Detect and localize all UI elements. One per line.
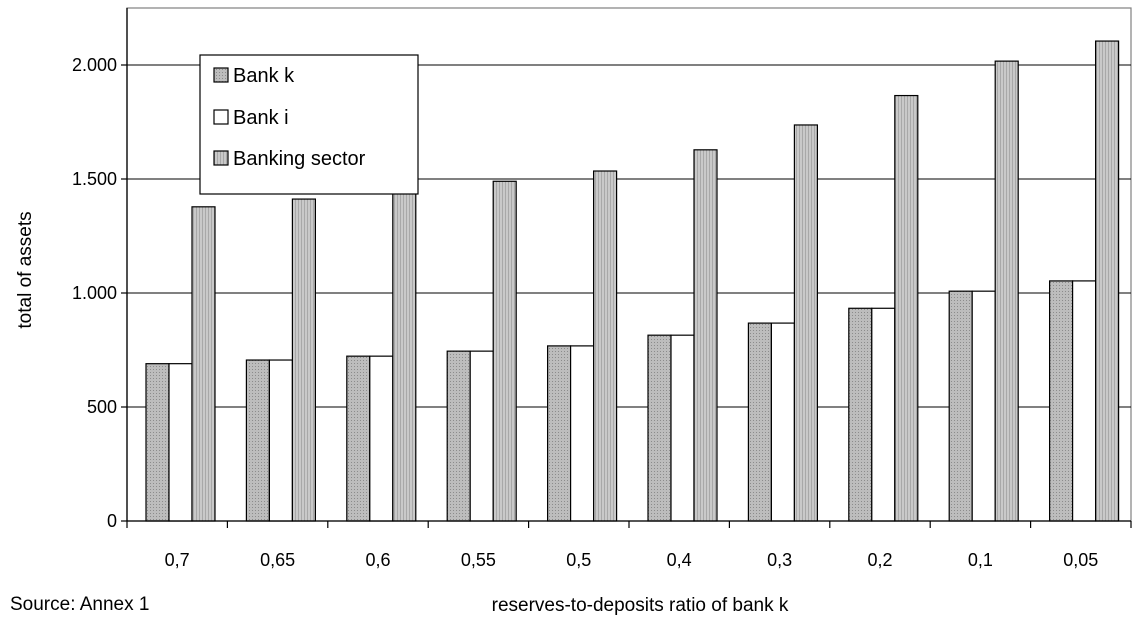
- legend-swatch-bank-i: [213, 109, 229, 125]
- bar-bank-k-8: [948, 290, 973, 522]
- bar-banking-sector-6: [793, 124, 819, 522]
- tick-labels: 0 500 1.000 1.500 2.000 0,7 0,65 0,6 0,55 0,5 0,4 0…: [72, 55, 1098, 570]
- legend: Bank k Bank i Banking sector: [199, 54, 419, 195]
- y-tick-label: 2.000: [72, 55, 117, 75]
- bar-bank-i-8: [971, 290, 996, 522]
- bar-bank-k-5: [647, 334, 672, 522]
- bar-banking-sector-0: [191, 206, 216, 522]
- x-tick-label: 0,7: [165, 550, 190, 570]
- bar-bank-i-4: [569, 345, 595, 522]
- x-tick-label: 0,6: [365, 550, 390, 570]
- bar-bank-i-0: [168, 363, 193, 522]
- bar-bank-i-1: [268, 359, 293, 522]
- bar-bank-k-7: [848, 307, 873, 522]
- bar-bank-i-2: [369, 355, 394, 522]
- legend-swatch-bank-k: [213, 67, 229, 83]
- legend-label-banking-sector: Banking sector: [233, 148, 366, 170]
- y-axis-label: total of assets: [15, 211, 36, 328]
- bar-bank-i-5: [670, 334, 695, 522]
- x-tick-label: 0,65: [260, 550, 295, 570]
- y-tick-label: 0: [107, 511, 117, 531]
- bar-banking-sector-4: [592, 170, 618, 522]
- bar-banking-sector-9: [1094, 40, 1120, 522]
- bar-banking-sector-8: [994, 60, 1019, 522]
- bar-bank-i-3: [469, 350, 494, 522]
- legend-box: [199, 54, 419, 195]
- y-tick-label: 1.000: [72, 283, 117, 303]
- x-tick-label: 0,05: [1063, 550, 1098, 570]
- legend-label-bank-i: Bank i: [233, 107, 289, 129]
- bar-banking-sector-7: [894, 94, 919, 522]
- bar-bank-k-3: [446, 350, 471, 522]
- bar-banking-sector-2: [392, 189, 417, 522]
- bar-bank-k-1: [245, 359, 270, 522]
- axes: [121, 8, 1132, 528]
- bar-banking-sector-3: [492, 180, 517, 522]
- x-tick-label: 0,4: [667, 550, 692, 570]
- x-tick-label: 0,2: [867, 550, 892, 570]
- x-tick-label: 0,3: [767, 550, 792, 570]
- bars: [145, 40, 1120, 522]
- source-note: Source: Annex 1: [10, 594, 150, 615]
- y-tick-label: 500: [87, 397, 117, 417]
- legend-swatch-banking-sector: [213, 150, 229, 166]
- legend-label-bank-k: Bank k: [233, 65, 295, 87]
- bar-bank-k-9: [1048, 280, 1074, 522]
- bar-bank-i-7: [871, 307, 896, 522]
- x-tick-label: 0,5: [566, 550, 591, 570]
- bar-bank-i-6: [770, 322, 796, 522]
- bar-banking-sector-1: [291, 198, 316, 522]
- x-axis-label: reserves-to-deposits ratio of bank k: [492, 595, 789, 616]
- bar-bank-i-9: [1071, 280, 1097, 522]
- bar-bank-k-6: [747, 322, 773, 522]
- bar-bank-k-0: [145, 363, 170, 522]
- bar-bank-k-2: [346, 355, 371, 522]
- y-tick-label: 1.500: [72, 169, 117, 189]
- x-tick-label: 0,1: [968, 550, 993, 570]
- bar-bank-k-4: [546, 345, 572, 522]
- x-tick-label: 0,55: [461, 550, 496, 570]
- bar-banking-sector-5: [693, 149, 718, 522]
